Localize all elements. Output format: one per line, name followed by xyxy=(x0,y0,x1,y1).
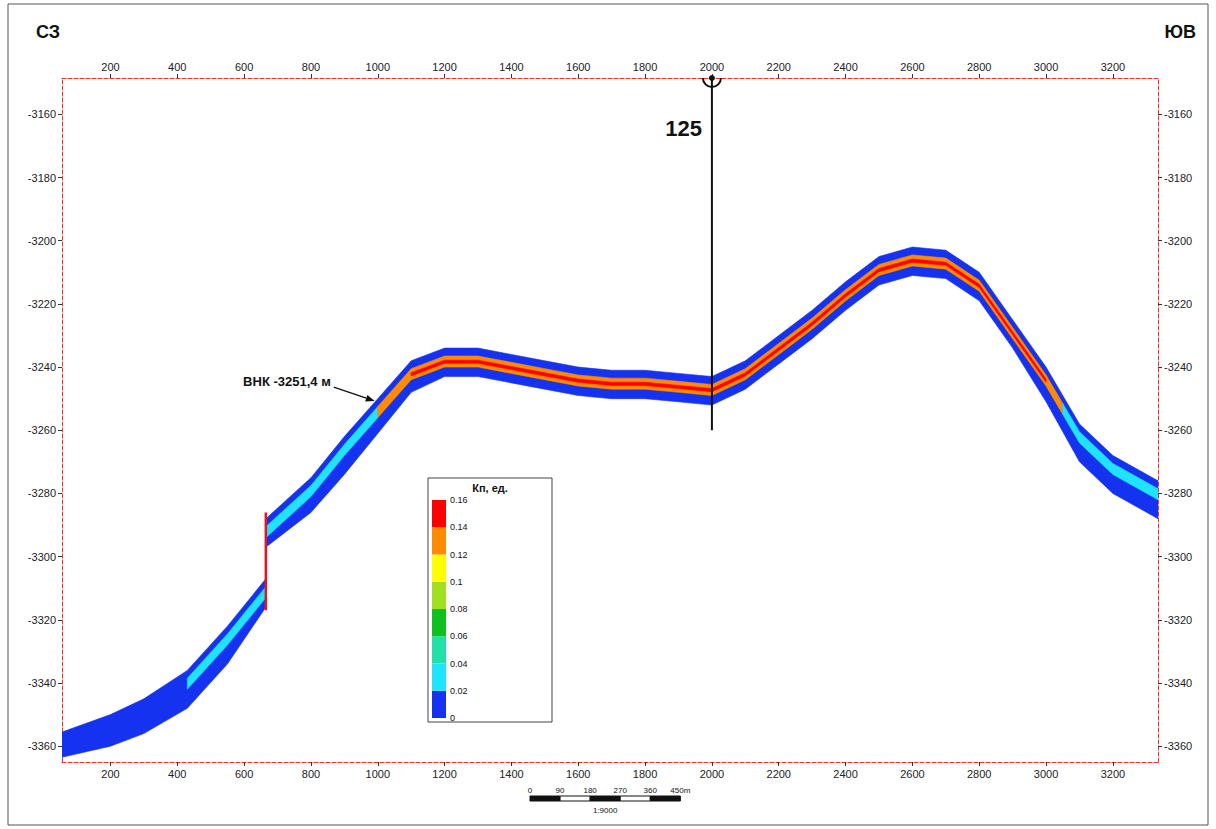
svg-text:800: 800 xyxy=(302,768,320,780)
svg-text:2200: 2200 xyxy=(767,768,791,780)
svg-text:450m: 450m xyxy=(670,786,690,795)
svg-text:-3220: -3220 xyxy=(1164,298,1192,310)
svg-text:-3320: -3320 xyxy=(1164,614,1192,626)
svg-text:2400: 2400 xyxy=(833,61,857,73)
svg-text:-3240: -3240 xyxy=(1164,361,1192,373)
svg-text:3200: 3200 xyxy=(1101,61,1125,73)
svg-text:-3260: -3260 xyxy=(28,424,56,436)
svg-text:0.14: 0.14 xyxy=(450,522,468,532)
svg-text:-3300: -3300 xyxy=(28,551,56,563)
svg-text:0.16: 0.16 xyxy=(450,495,468,505)
svg-text:1000: 1000 xyxy=(366,61,390,73)
svg-text:-3320: -3320 xyxy=(28,614,56,626)
svg-text:-3160: -3160 xyxy=(28,108,56,120)
svg-text:-3280: -3280 xyxy=(28,487,56,499)
svg-text:1200: 1200 xyxy=(432,768,456,780)
svg-text:2000: 2000 xyxy=(700,61,724,73)
svg-text:2800: 2800 xyxy=(967,61,991,73)
svg-text:2400: 2400 xyxy=(833,768,857,780)
svg-text:0.12: 0.12 xyxy=(450,550,468,560)
svg-text:600: 600 xyxy=(235,61,253,73)
svg-text:1600: 1600 xyxy=(566,61,590,73)
svg-text:2200: 2200 xyxy=(767,61,791,73)
svg-text:1800: 1800 xyxy=(633,768,657,780)
svg-text:-3280: -3280 xyxy=(1164,487,1192,499)
svg-text:1200: 1200 xyxy=(432,61,456,73)
svg-text:400: 400 xyxy=(168,61,186,73)
svg-text:-3240: -3240 xyxy=(28,361,56,373)
svg-text:400: 400 xyxy=(168,768,186,780)
svg-text:0.06: 0.06 xyxy=(450,631,468,641)
svg-text:СЗ: СЗ xyxy=(36,22,60,42)
svg-text:-3340: -3340 xyxy=(28,677,56,689)
svg-text:3000: 3000 xyxy=(1034,768,1058,780)
svg-text:2600: 2600 xyxy=(900,61,924,73)
svg-text:600: 600 xyxy=(235,768,253,780)
svg-text:270: 270 xyxy=(614,786,628,795)
svg-text:0.1: 0.1 xyxy=(450,577,463,587)
svg-text:ВНК -3251,4 м: ВНК -3251,4 м xyxy=(243,374,331,389)
svg-text:-3200: -3200 xyxy=(1164,235,1192,247)
svg-text:800: 800 xyxy=(302,61,320,73)
svg-text:-3160: -3160 xyxy=(1164,108,1192,120)
svg-text:-3360: -3360 xyxy=(1164,740,1192,752)
svg-text:1400: 1400 xyxy=(499,768,523,780)
svg-text:ЮВ: ЮВ xyxy=(1164,22,1196,42)
svg-text:3000: 3000 xyxy=(1034,61,1058,73)
svg-text:125: 125 xyxy=(665,116,702,141)
svg-text:0.04: 0.04 xyxy=(450,659,468,669)
svg-text:-3260: -3260 xyxy=(1164,424,1192,436)
svg-text:1800: 1800 xyxy=(633,61,657,73)
svg-text:3200: 3200 xyxy=(1101,768,1125,780)
svg-text:180: 180 xyxy=(583,786,597,795)
svg-text:200: 200 xyxy=(101,768,119,780)
svg-text:1600: 1600 xyxy=(566,768,590,780)
svg-text:-3180: -3180 xyxy=(28,172,56,184)
svg-text:-3340: -3340 xyxy=(1164,677,1192,689)
svg-text:0.08: 0.08 xyxy=(450,604,468,614)
svg-text:-3180: -3180 xyxy=(1164,172,1192,184)
svg-text:-3200: -3200 xyxy=(28,235,56,247)
svg-text:-3300: -3300 xyxy=(1164,551,1192,563)
svg-text:0: 0 xyxy=(528,786,533,795)
svg-text:0.02: 0.02 xyxy=(450,686,468,696)
svg-text:360: 360 xyxy=(644,786,658,795)
svg-text:-3220: -3220 xyxy=(28,298,56,310)
svg-text:1000: 1000 xyxy=(366,768,390,780)
svg-text:200: 200 xyxy=(101,61,119,73)
svg-text:2800: 2800 xyxy=(967,768,991,780)
svg-text:90: 90 xyxy=(556,786,565,795)
svg-text:1:9000: 1:9000 xyxy=(593,806,618,815)
svg-text:Кп, ед.: Кп, ед. xyxy=(472,482,508,494)
svg-text:2000: 2000 xyxy=(700,768,724,780)
svg-text:2600: 2600 xyxy=(900,768,924,780)
svg-text:1400: 1400 xyxy=(499,61,523,73)
svg-text:-3360: -3360 xyxy=(28,740,56,752)
svg-text:0: 0 xyxy=(450,713,455,723)
